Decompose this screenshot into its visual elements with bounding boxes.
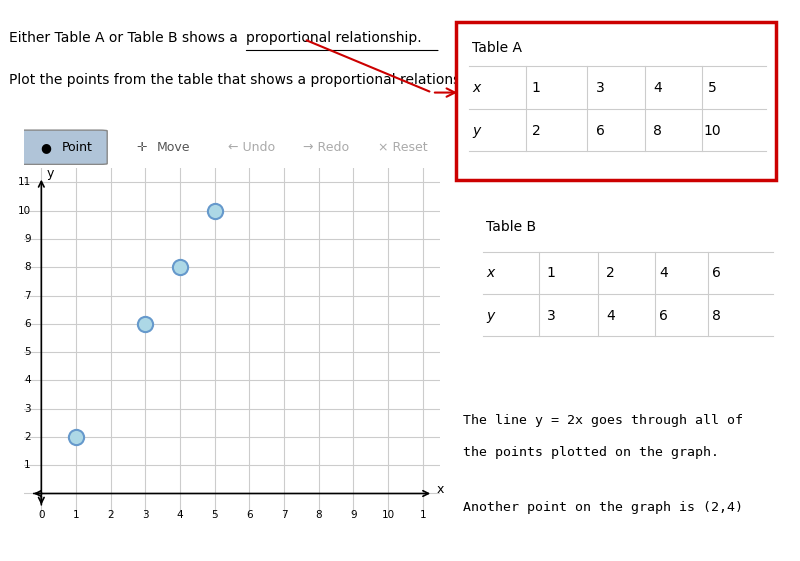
Text: 6: 6 xyxy=(246,511,253,521)
Text: x: x xyxy=(486,266,494,280)
FancyBboxPatch shape xyxy=(456,22,776,180)
Text: 3: 3 xyxy=(24,404,31,413)
Text: Move: Move xyxy=(157,141,190,154)
Text: 6: 6 xyxy=(659,309,668,323)
Text: 1: 1 xyxy=(419,511,426,521)
Text: 1: 1 xyxy=(24,460,31,470)
Text: 10: 10 xyxy=(703,124,721,138)
Text: Either Table A or Table B shows a: Either Table A or Table B shows a xyxy=(10,31,242,45)
Text: The line y = 2x goes through all of: The line y = 2x goes through all of xyxy=(462,414,742,427)
Text: ✛: ✛ xyxy=(136,141,147,154)
Text: → Redo: → Redo xyxy=(302,141,349,154)
Text: 3: 3 xyxy=(142,511,149,521)
Text: 10: 10 xyxy=(18,206,31,216)
Text: the points plotted on the graph.: the points plotted on the graph. xyxy=(462,445,718,459)
Text: proportional relationship.: proportional relationship. xyxy=(246,31,422,45)
Point xyxy=(139,319,152,328)
Text: 8: 8 xyxy=(24,263,31,272)
Text: 11: 11 xyxy=(18,177,31,187)
Text: 8: 8 xyxy=(315,511,322,521)
Text: 4: 4 xyxy=(606,309,614,323)
Text: y: y xyxy=(486,309,494,323)
Text: 8: 8 xyxy=(653,124,662,138)
FancyBboxPatch shape xyxy=(16,130,107,164)
Text: Table B: Table B xyxy=(486,220,536,234)
Text: × Reset: × Reset xyxy=(378,141,427,154)
Text: 10: 10 xyxy=(382,511,394,521)
Text: Plot the points from the table that shows a proportional relationship.: Plot the points from the table that show… xyxy=(10,73,486,87)
Point xyxy=(174,263,186,272)
Text: 0: 0 xyxy=(38,511,45,521)
Text: 2: 2 xyxy=(24,432,31,442)
Text: ●: ● xyxy=(41,141,51,154)
Text: 6: 6 xyxy=(712,266,722,280)
Text: 1: 1 xyxy=(73,511,79,521)
Text: 6: 6 xyxy=(595,124,605,138)
Text: 1: 1 xyxy=(531,81,541,95)
Text: 5: 5 xyxy=(211,511,218,521)
Text: x: x xyxy=(437,483,444,496)
Text: 2: 2 xyxy=(532,124,540,138)
Text: y: y xyxy=(472,124,480,138)
Text: 6: 6 xyxy=(24,319,31,329)
Text: 4: 4 xyxy=(24,375,31,385)
Point xyxy=(208,206,221,215)
Text: Another point on the graph is (2,4): Another point on the graph is (2,4) xyxy=(462,500,742,514)
Text: Table A: Table A xyxy=(472,42,522,56)
Text: 5: 5 xyxy=(708,81,716,95)
Text: x: x xyxy=(472,81,480,95)
Text: Point: Point xyxy=(62,141,92,154)
Text: 2: 2 xyxy=(606,266,614,280)
Text: 4: 4 xyxy=(659,266,668,280)
Text: 7: 7 xyxy=(281,511,287,521)
Text: 9: 9 xyxy=(24,234,31,244)
Text: 4: 4 xyxy=(177,511,183,521)
Point xyxy=(70,433,82,442)
Text: 9: 9 xyxy=(350,511,357,521)
Text: ← Undo: ← Undo xyxy=(228,141,275,154)
Text: 4: 4 xyxy=(654,81,662,95)
Text: 3: 3 xyxy=(546,309,555,323)
Text: 7: 7 xyxy=(24,291,31,301)
Text: 8: 8 xyxy=(712,309,722,323)
Text: 5: 5 xyxy=(24,347,31,357)
Text: y: y xyxy=(46,167,54,181)
Text: 1: 1 xyxy=(546,266,555,280)
Text: 2: 2 xyxy=(107,511,114,521)
Text: 3: 3 xyxy=(596,81,604,95)
